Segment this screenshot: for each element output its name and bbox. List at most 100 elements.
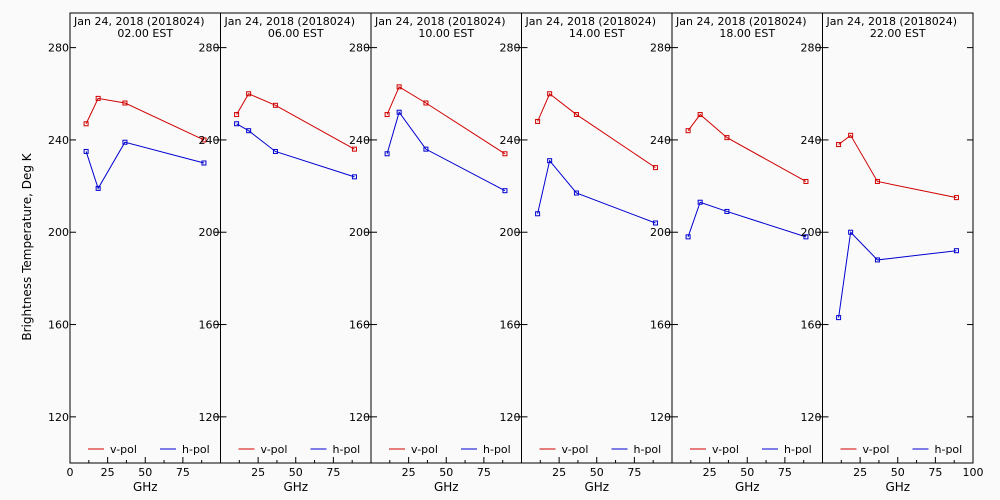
data-point-h-pol <box>201 160 207 166</box>
y-tick-label: 200 <box>801 226 822 239</box>
y-tick-label: 160 <box>801 319 822 332</box>
legend-label-h-pol: h-pol <box>333 443 361 456</box>
legend-label-h-pol: h-pol <box>182 443 210 456</box>
y-tick-label: 240 <box>199 134 220 147</box>
data-point-v-pol <box>83 121 89 127</box>
chart-panel-1: Jan 24, 2018 (2018024)02.00 EST 120 160 200… <box>48 12 221 494</box>
x-tick-label: 75 <box>627 466 641 479</box>
series-line-v-pol <box>386 86 506 155</box>
x-tick-label: 25 <box>251 466 265 479</box>
x-axis-label: GHz <box>584 480 609 494</box>
data-point-v-pol <box>502 151 508 157</box>
y-axis-label: Brightness Temperature, Deg K <box>20 152 34 340</box>
x-tick-label: 75 <box>477 466 491 479</box>
data-point-v-pol <box>685 128 691 134</box>
chart-panel-4: Jan 24, 2018 (2018024)14.00 EST 120 160 200… <box>500 12 673 494</box>
y-tick-label: 160 <box>650 319 671 332</box>
data-point-v-pol <box>652 165 658 171</box>
data-point-v-pol <box>803 178 809 184</box>
legend-label-h-pol: h-pol <box>483 443 511 456</box>
legend-label-v-pol: v-pol <box>863 443 890 456</box>
legend-label-h-pol: h-pol <box>784 443 812 456</box>
series-line-h-pol <box>386 111 506 192</box>
y-tick-label: 200 <box>199 226 220 239</box>
data-point-h-pol <box>652 220 658 226</box>
series-line-v-pol <box>236 93 355 150</box>
data-point-h-pol <box>535 211 541 217</box>
y-tick-label: 280 <box>801 42 822 55</box>
y-tick-label: 280 <box>349 42 370 55</box>
x-tick-label: 25 <box>703 466 717 479</box>
panel-title: Jan 24, 2018 (2018024) <box>374 15 506 28</box>
data-point-v-pol <box>246 91 252 97</box>
data-point-v-pol <box>351 146 357 152</box>
panel-frame <box>822 12 974 464</box>
data-point-v-pol <box>573 112 579 118</box>
y-tick-label: 160 <box>500 319 521 332</box>
y-tick-label: 240 <box>650 134 671 147</box>
x-tick-label: 50 <box>740 466 754 479</box>
x-axis-label: GHz <box>885 480 910 494</box>
y-tick-label: 240 <box>349 134 370 147</box>
data-point-v-pol <box>547 91 553 97</box>
data-point-v-pol <box>384 112 390 118</box>
data-point-v-pol <box>724 135 730 141</box>
data-point-h-pol <box>685 234 691 240</box>
y-tick-label: 160 <box>199 319 220 332</box>
y-tick-label: 280 <box>650 42 671 55</box>
series-line-h-pol <box>236 123 355 178</box>
data-point-v-pol <box>697 112 703 118</box>
chart-panel-6: Jan 24, 2018 (2018024)22.00 EST 120 160 200… <box>801 12 984 494</box>
panel-subtitle: 14.00 EST <box>569 27 625 40</box>
legend-label-v-pol: v-pol <box>411 443 438 456</box>
series-line-h-pol <box>85 141 205 190</box>
series-line-h-pol <box>537 159 656 224</box>
series-line-v-pol <box>537 92 656 169</box>
data-point-v-pol <box>122 100 128 106</box>
x-tick-label: 50 <box>138 466 152 479</box>
data-point-h-pol <box>234 121 240 127</box>
x-tick-label: 75 <box>778 466 792 479</box>
chart-panel-2: Jan 24, 2018 (2018024)06.00 EST 120 160 200… <box>199 12 372 494</box>
data-point-h-pol <box>423 146 429 152</box>
x-tick-label: 50 <box>891 466 905 479</box>
data-point-h-pol <box>697 199 703 205</box>
data-point-v-pol <box>396 84 402 90</box>
y-tick-label: 200 <box>48 226 69 239</box>
x-tick-label: 0 <box>67 466 74 479</box>
y-tick-label: 120 <box>349 411 370 424</box>
x-tick-label: 75 <box>176 466 190 479</box>
data-point-h-pol <box>83 148 89 154</box>
x-tick-label: 75 <box>326 466 340 479</box>
y-tick-label: 120 <box>801 411 822 424</box>
legend-label-v-pol: v-pol <box>261 443 288 456</box>
series-line-v-pol <box>687 113 807 182</box>
series-line-h-pol <box>838 231 957 318</box>
data-point-v-pol <box>848 132 854 138</box>
y-tick-label: 200 <box>349 226 370 239</box>
data-point-h-pol <box>272 148 278 154</box>
data-point-h-pol <box>848 229 854 235</box>
y-tick-label: 200 <box>650 226 671 239</box>
x-tick-label: 25 <box>101 466 115 479</box>
series-line-h-pol <box>687 201 807 238</box>
data-point-v-pol <box>423 100 429 106</box>
data-point-v-pol <box>836 142 842 148</box>
y-tick-label: 240 <box>500 134 521 147</box>
data-point-v-pol <box>234 112 240 118</box>
panel-subtitle: 18.00 EST <box>719 27 775 40</box>
legend-label-v-pol: v-pol <box>562 443 589 456</box>
y-tick-label: 120 <box>199 411 220 424</box>
x-tick-label: 100 <box>963 466 984 479</box>
y-tick-label: 280 <box>199 42 220 55</box>
x-axis-label: GHz <box>283 480 308 494</box>
data-point-h-pol <box>122 139 128 145</box>
x-axis-label: GHz <box>434 480 459 494</box>
data-point-v-pol <box>201 137 207 143</box>
data-point-v-pol <box>953 195 959 201</box>
data-point-h-pol <box>874 257 880 263</box>
panel-subtitle: 10.00 EST <box>418 27 474 40</box>
x-tick-label: 50 <box>289 466 303 479</box>
x-tick-label: 25 <box>552 466 566 479</box>
panel-title: Jan 24, 2018 (2018024) <box>73 15 205 28</box>
